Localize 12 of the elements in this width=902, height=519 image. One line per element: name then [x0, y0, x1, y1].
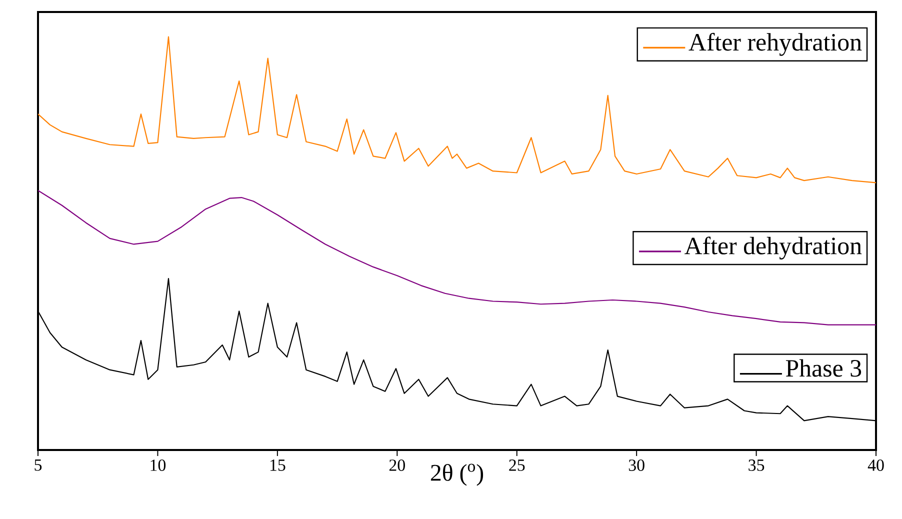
legend-label: After dehydration [684, 236, 862, 260]
legend-label: After rehydration [688, 32, 862, 56]
x-tick-label: 15 [270, 460, 286, 471]
x-tick-label: 35 [748, 460, 764, 471]
x-tick-label: 5 [34, 460, 42, 471]
x-tick-label: 10 [150, 460, 166, 471]
x-tick-label: 30 [628, 460, 644, 471]
legend-label: Phase 3 [786, 359, 862, 377]
x-tick-label: 40 [868, 460, 884, 471]
x-tick-label: 25 [509, 460, 525, 471]
x-axis-title: 2θ ($^{o}$) [430, 464, 484, 486]
x-tick-label: 20 [389, 460, 405, 471]
